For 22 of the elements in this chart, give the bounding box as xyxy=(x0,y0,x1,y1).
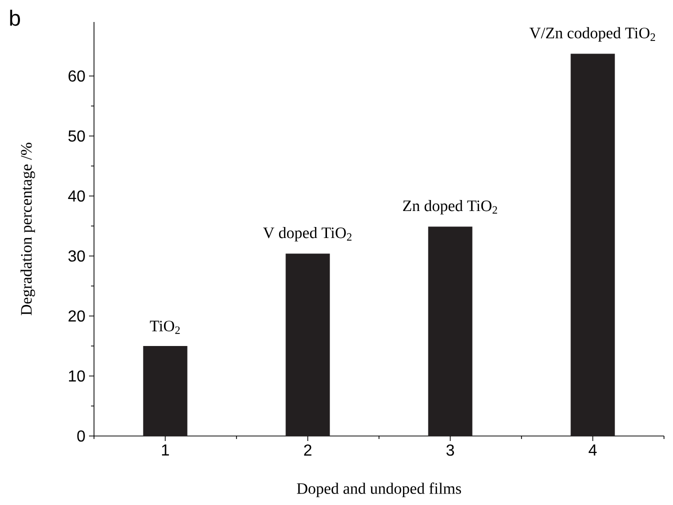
y-tick-label: 30 xyxy=(68,250,85,262)
x-tick-label: 4 xyxy=(588,444,597,456)
text: b xyxy=(10,10,20,26)
y-tick-label: 50 xyxy=(68,130,85,142)
x-tick-label: 1 xyxy=(162,444,169,456)
annotation: V/Zn codoped TiO$_{2}$ xyxy=(530,27,656,42)
y-tick-label: 10 xyxy=(68,370,85,382)
annotation: V doped TiO$_{2}$ xyxy=(263,226,352,242)
bar xyxy=(428,226,472,436)
y-axis-title: Degradation percentage /% xyxy=(20,142,36,316)
x-tick-label: 3 xyxy=(446,444,454,456)
y-tick-label: 20 xyxy=(68,310,85,322)
annotation: Zn doped TiO$_{2}$ xyxy=(403,200,498,214)
annotation: TiO$_{2}$ xyxy=(150,320,180,334)
bar xyxy=(286,254,330,436)
bar xyxy=(143,346,188,436)
x-tick-label: 2 xyxy=(304,444,312,456)
y-tick-label: 60 xyxy=(68,70,85,82)
x-axis-title: Doped and undoped films xyxy=(296,482,462,498)
y-tick-label: 0 xyxy=(77,430,85,442)
y-tick-label: 40 xyxy=(68,190,85,202)
bar xyxy=(570,54,615,436)
